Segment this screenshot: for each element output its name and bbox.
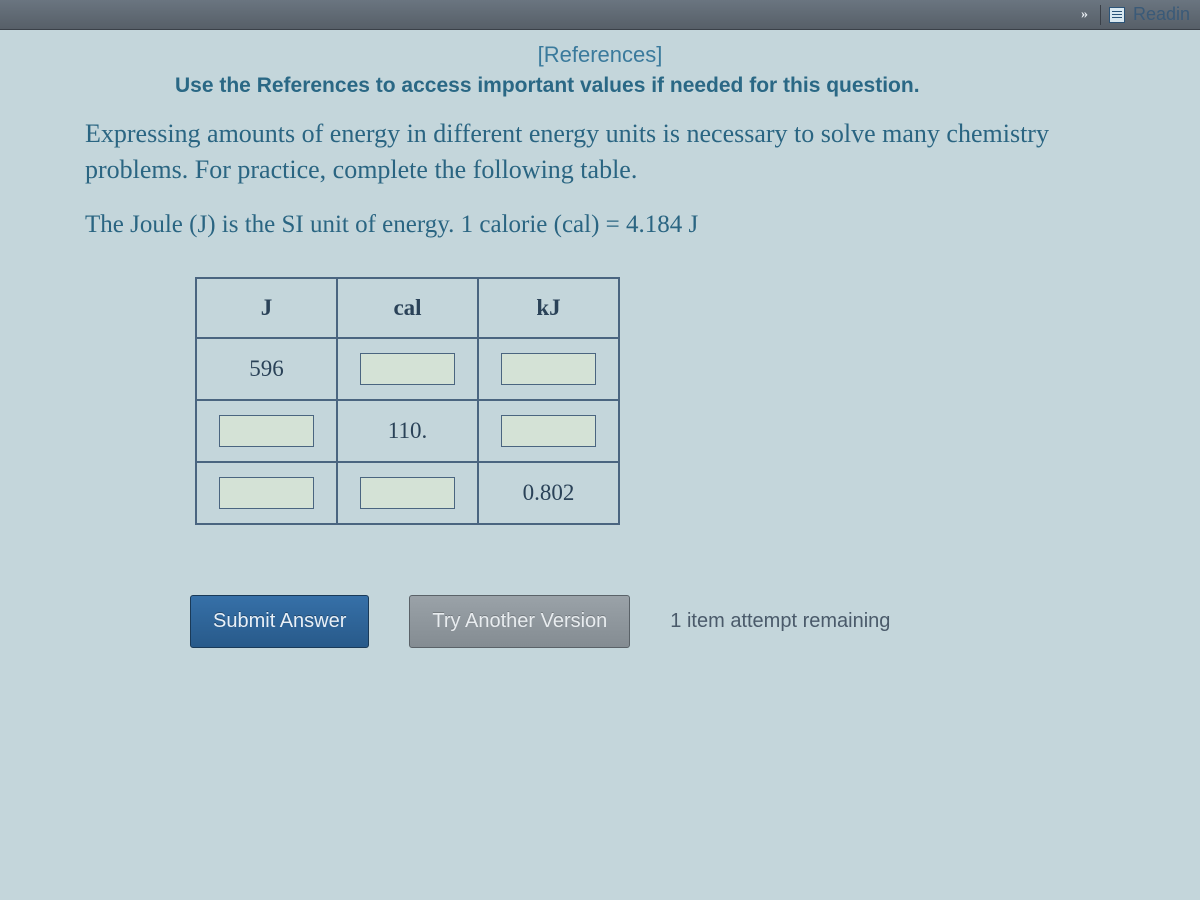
input-r3-j[interactable] xyxy=(219,477,314,509)
header-kilojoules: kJ xyxy=(478,278,619,338)
table-row: 0.802 xyxy=(196,462,619,524)
action-button-row: Submit Answer Try Another Version 1 item… xyxy=(85,595,1115,648)
reading-list-icon[interactable] xyxy=(1109,7,1125,23)
question-note: The Joule (J) is the SI unit of energy. … xyxy=(85,207,1115,242)
reading-label[interactable]: Readin xyxy=(1133,4,1190,25)
references-link-wrapper: [References] xyxy=(0,30,1200,74)
cell-kj-input xyxy=(478,338,619,400)
cell-cal-given: 110. xyxy=(337,400,478,462)
table-row: 110. xyxy=(196,400,619,462)
input-r3-cal[interactable] xyxy=(360,477,455,509)
table-row: 596 xyxy=(196,338,619,400)
question-content: [References] Use the References to acces… xyxy=(0,30,1200,900)
header-calories: cal xyxy=(337,278,478,338)
attempts-remaining-label: 1 item attempt remaining xyxy=(670,610,890,633)
top-toolbar: » Readin xyxy=(0,0,1200,30)
input-r2-j[interactable] xyxy=(219,415,314,447)
cell-cal-input xyxy=(337,338,478,400)
header-joules: J xyxy=(196,278,337,338)
input-r1-cal[interactable] xyxy=(360,353,455,385)
question-paragraph: Expressing amounts of energy in differen… xyxy=(85,116,1115,189)
input-r1-kj[interactable] xyxy=(501,353,596,385)
references-link[interactable]: [References] xyxy=(538,42,663,67)
input-r2-kj[interactable] xyxy=(501,415,596,447)
submit-answer-button[interactable]: Submit Answer xyxy=(190,595,369,648)
toolbar-divider xyxy=(1100,5,1101,25)
try-another-version-button[interactable]: Try Another Version xyxy=(409,595,630,648)
references-hint: Use the References to access important v… xyxy=(0,74,1200,116)
energy-conversion-table: J cal kJ 596 110. xyxy=(195,277,620,525)
cell-cal-input xyxy=(337,462,478,524)
cell-j-input xyxy=(196,462,337,524)
cell-j-given: 596 xyxy=(196,338,337,400)
cell-kj-given: 0.802 xyxy=(478,462,619,524)
cell-kj-input xyxy=(478,400,619,462)
expand-chevron-icon[interactable]: » xyxy=(1077,7,1092,23)
question-body: Expressing amounts of energy in differen… xyxy=(0,116,1200,648)
table-header-row: J cal kJ xyxy=(196,278,619,338)
cell-j-input xyxy=(196,400,337,462)
